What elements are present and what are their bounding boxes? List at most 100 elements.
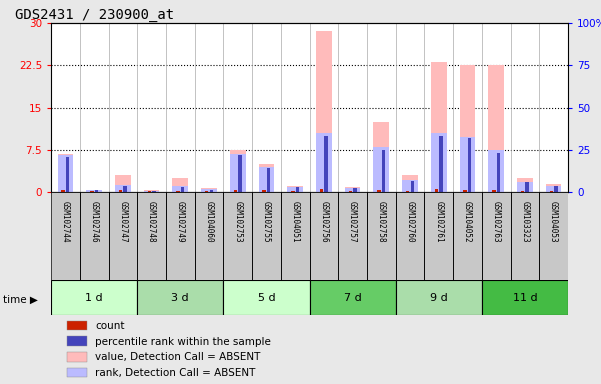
Bar [373, 147, 389, 192]
Text: 1 d: 1 d [85, 293, 103, 303]
Bar [172, 186, 188, 192]
Text: 11 d: 11 d [513, 293, 537, 303]
Text: rank, Detection Call = ABSENT: rank, Detection Call = ABSENT [95, 368, 255, 378]
Bar [144, 190, 159, 192]
Bar [58, 154, 73, 192]
Bar [67, 352, 87, 362]
Text: 9 d: 9 d [430, 293, 448, 303]
Bar [210, 190, 213, 192]
Bar [439, 136, 443, 192]
Bar [345, 187, 361, 192]
Bar [67, 321, 87, 331]
Text: GSM102763: GSM102763 [492, 201, 501, 242]
Bar [510, 192, 539, 280]
Text: GSM103323: GSM103323 [520, 201, 529, 242]
Bar [176, 190, 180, 192]
Text: time ▶: time ▶ [3, 295, 38, 305]
Bar [287, 186, 303, 192]
Text: GSM102748: GSM102748 [147, 201, 156, 242]
Bar [123, 186, 127, 192]
Bar [382, 150, 385, 192]
Text: GSM102747: GSM102747 [118, 201, 127, 242]
Bar [546, 184, 561, 192]
Bar [395, 192, 424, 280]
Text: GSM104060: GSM104060 [204, 201, 213, 242]
Text: GSM104052: GSM104052 [463, 201, 472, 242]
Bar [80, 192, 109, 280]
Bar [87, 190, 102, 192]
Bar [488, 150, 504, 192]
Bar [453, 192, 482, 280]
Bar [267, 168, 270, 192]
Bar [258, 167, 274, 192]
Bar [87, 190, 102, 192]
Bar [424, 192, 453, 280]
Bar [338, 192, 367, 280]
Bar [115, 175, 131, 192]
Bar [431, 133, 447, 192]
Bar [377, 190, 380, 192]
Bar [201, 189, 217, 192]
Bar [166, 192, 195, 280]
Bar [224, 280, 310, 315]
Bar [296, 187, 299, 192]
Bar [144, 191, 159, 192]
Bar [137, 192, 166, 280]
Text: GSM104053: GSM104053 [549, 201, 558, 242]
Bar [230, 154, 246, 192]
Bar [353, 188, 356, 192]
Text: 7 d: 7 d [344, 293, 361, 303]
Text: GSM104051: GSM104051 [291, 201, 300, 242]
Bar [488, 65, 504, 192]
Bar [395, 280, 482, 315]
Text: count: count [95, 321, 124, 331]
Bar [410, 181, 414, 192]
Bar [205, 191, 209, 192]
Text: GSM102757: GSM102757 [348, 201, 357, 242]
Bar [402, 175, 418, 192]
Bar [345, 188, 361, 192]
Bar [482, 280, 568, 315]
Bar [406, 190, 409, 192]
Text: GSM102761: GSM102761 [435, 201, 443, 242]
Bar [51, 192, 80, 280]
Bar [201, 188, 217, 192]
Bar [316, 133, 332, 192]
Bar [258, 164, 274, 192]
Bar [239, 156, 242, 192]
Bar [109, 192, 137, 280]
Bar [66, 157, 70, 192]
Bar [367, 192, 395, 280]
Bar [234, 190, 237, 192]
Bar [373, 122, 389, 192]
Bar [281, 192, 310, 280]
Text: GSM102760: GSM102760 [406, 201, 415, 242]
Bar [460, 137, 475, 192]
Bar [316, 31, 332, 192]
Bar [137, 280, 224, 315]
Bar [90, 191, 94, 192]
Bar [521, 190, 524, 192]
Bar [482, 192, 510, 280]
Bar [517, 182, 532, 192]
Text: value, Detection Call = ABSENT: value, Detection Call = ABSENT [95, 352, 260, 362]
Text: 5 d: 5 d [258, 293, 275, 303]
Bar [546, 186, 561, 192]
Bar [525, 182, 529, 192]
Bar [181, 187, 185, 192]
Bar [349, 190, 352, 192]
Bar [549, 190, 553, 192]
Bar [95, 190, 98, 192]
Text: 3 d: 3 d [171, 293, 189, 303]
Text: GSM102756: GSM102756 [319, 201, 328, 242]
Bar [517, 178, 532, 192]
Bar [325, 136, 328, 192]
Bar [291, 190, 294, 192]
Text: percentile rank within the sample: percentile rank within the sample [95, 336, 271, 347]
Bar [58, 156, 73, 192]
Text: GDS2431 / 230900_at: GDS2431 / 230900_at [15, 8, 174, 22]
Bar [468, 139, 471, 192]
Bar [252, 192, 281, 280]
Bar [230, 150, 246, 192]
Bar [61, 190, 65, 192]
